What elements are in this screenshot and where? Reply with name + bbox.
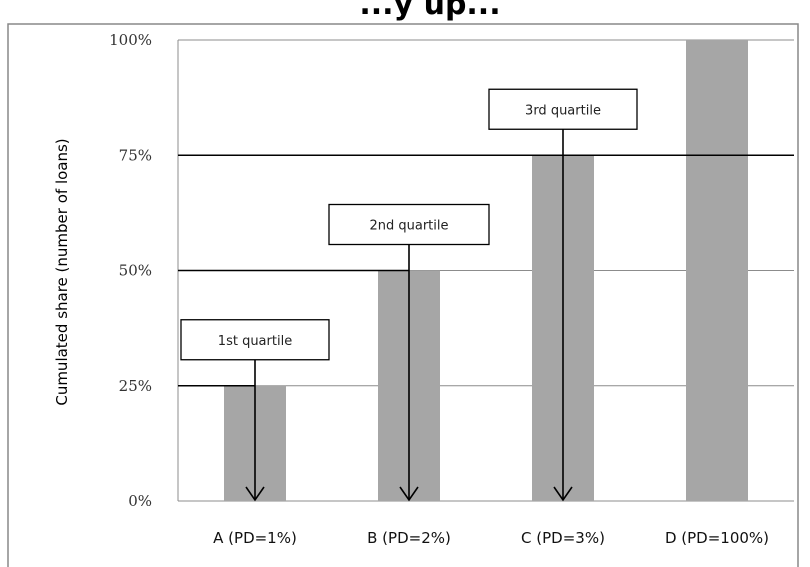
x-category-label: C (PD=3%) — [521, 529, 605, 547]
x-category-labels: A (PD=1%) B (PD=2%) C (PD=3%) D (PD=100%) — [213, 529, 769, 547]
x-category-label: D (PD=100%) — [665, 529, 769, 547]
y-tick-label: 25% — [119, 377, 152, 395]
chart-title: ...y up... — [359, 0, 500, 22]
quartile-label-box — [180, 319, 330, 361]
x-category-label: B (PD=2%) — [367, 529, 451, 547]
y-tick-label: 100% — [109, 31, 152, 49]
y-axis-title: Cumulated share (number of loans) — [53, 138, 71, 405]
quartile-lines — [178, 154, 794, 387]
quartile-label-box — [488, 88, 638, 130]
y-tick-label: 0% — [128, 492, 152, 510]
quartile-label: 3rd quartile — [525, 103, 601, 118]
quartile-annotations: 1st quartile 2nd quartile 3rd quartile — [180, 88, 638, 502]
arrowhead-icon — [399, 486, 419, 502]
quartile-label: 1st quartile — [218, 334, 292, 349]
quartile-label: 2nd quartile — [369, 219, 448, 234]
y-tick-label: 75% — [119, 146, 152, 164]
arrowhead-icon — [245, 486, 265, 502]
y-tick-labels: 0% 25% 50% 75% 100% — [109, 31, 152, 510]
arrowhead-icon — [553, 486, 573, 502]
quartile-label-box — [328, 203, 490, 246]
chart-border — [7, 23, 799, 567]
bar-4 — [686, 40, 748, 501]
x-category-label: A (PD=1%) — [213, 529, 297, 547]
y-tick-label: 50% — [119, 262, 152, 280]
